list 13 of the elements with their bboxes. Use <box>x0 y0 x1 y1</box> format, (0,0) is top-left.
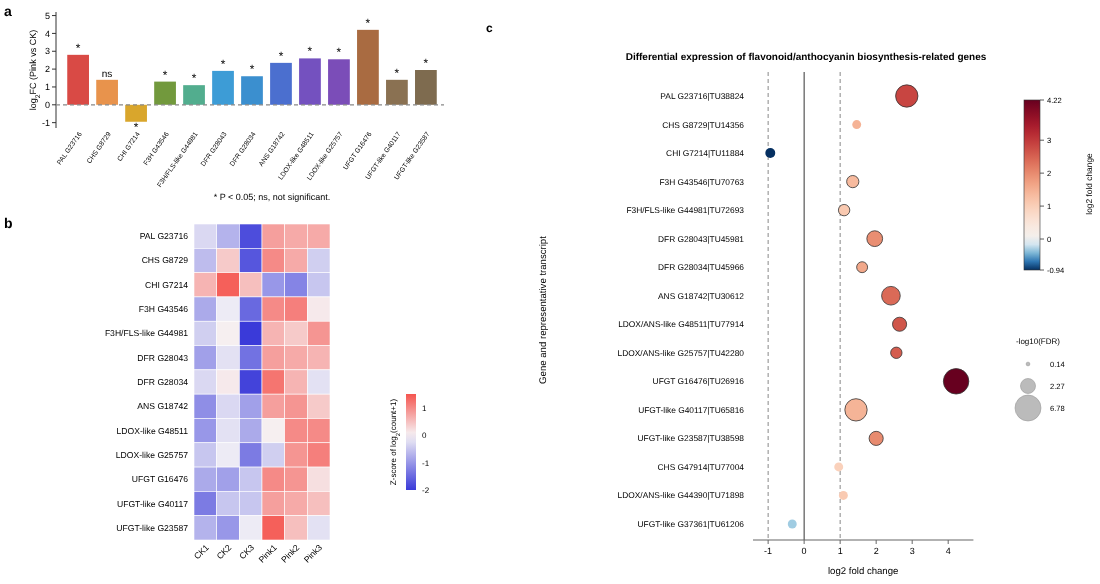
bar <box>125 104 147 122</box>
bar <box>96 79 118 105</box>
bar <box>357 29 379 105</box>
bar <box>212 70 234 105</box>
bar <box>328 59 350 105</box>
bar <box>67 54 89 105</box>
bar <box>241 76 263 105</box>
bar <box>183 85 205 105</box>
bar <box>415 70 437 105</box>
bar <box>299 58 321 105</box>
bar <box>154 81 176 105</box>
bar <box>386 79 408 105</box>
bar <box>270 62 292 105</box>
